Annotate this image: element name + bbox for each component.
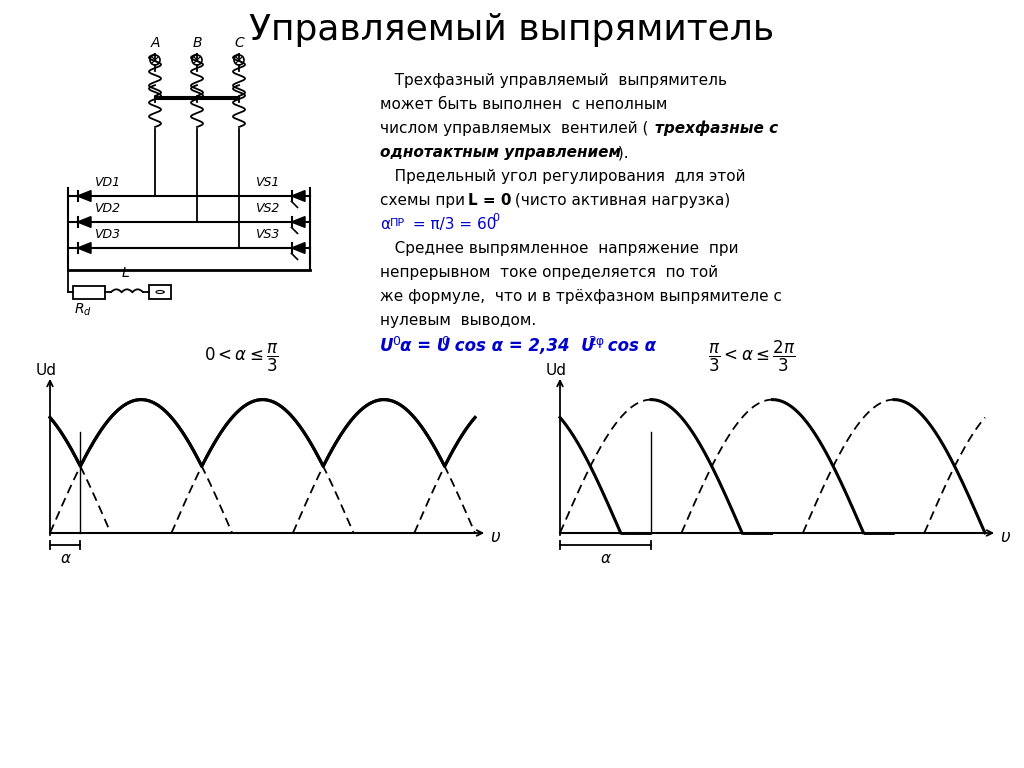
Text: VD3: VD3	[94, 228, 120, 241]
Text: $0 < \alpha \leq \dfrac{\pi}{3}$: $0 < \alpha \leq \dfrac{\pi}{3}$	[204, 342, 279, 374]
Text: ПР: ПР	[390, 218, 406, 228]
Polygon shape	[292, 190, 305, 201]
Text: однотактным управлением: однотактным управлением	[380, 145, 621, 160]
Polygon shape	[78, 190, 91, 201]
Text: Трехфазный управляемый  выпрямитель: Трехфазный управляемый выпрямитель	[380, 73, 727, 88]
Text: непрерывном  токе определяется  по той: непрерывном токе определяется по той	[380, 265, 718, 280]
Text: A: A	[151, 36, 160, 50]
Polygon shape	[78, 243, 91, 253]
Text: же формуле,  что и в трёхфазном выпрямителе с: же формуле, что и в трёхфазном выпрямите…	[380, 289, 782, 304]
Text: 0: 0	[392, 335, 400, 348]
Text: нулевым  выводом.: нулевым выводом.	[380, 313, 537, 328]
Text: 0: 0	[492, 213, 499, 223]
Text: числом управляемых  вентилей (: числом управляемых вентилей (	[380, 121, 648, 136]
Text: C: C	[234, 36, 244, 50]
Text: L: L	[121, 266, 129, 280]
Bar	[150, 285, 171, 299]
Text: cos α: cos α	[602, 337, 656, 355]
Text: α = U: α = U	[400, 337, 451, 355]
Text: Управляемый выпрямитель: Управляемый выпрямитель	[250, 13, 774, 47]
Text: α: α	[380, 217, 390, 232]
Text: υ: υ	[490, 528, 500, 546]
Polygon shape	[78, 217, 91, 227]
Text: Среднее выпрямленное  напряжение  при: Среднее выпрямленное напряжение при	[380, 241, 738, 256]
Text: α: α	[600, 551, 610, 566]
Text: Ud: Ud	[546, 363, 567, 378]
Text: Предельный угол регулирования  для этой: Предельный угол регулирования для этой	[380, 169, 745, 184]
Text: = π/3 = 60: = π/3 = 60	[408, 217, 497, 232]
Polygon shape	[292, 217, 305, 227]
Text: U: U	[380, 337, 393, 355]
Text: L = 0: L = 0	[468, 193, 512, 208]
Text: VD1: VD1	[94, 176, 120, 189]
Text: трехфазные с: трехфазные с	[655, 121, 778, 137]
Text: $R_d$: $R_d$	[74, 302, 92, 319]
Text: (чисто активная нагрузка): (чисто активная нагрузка)	[510, 193, 730, 208]
Text: схемы при: схемы при	[380, 193, 470, 208]
Text: VS2: VS2	[255, 202, 280, 215]
Polygon shape	[292, 243, 305, 253]
Text: 2φ: 2φ	[588, 335, 604, 348]
Text: ).: ).	[613, 145, 629, 160]
Text: может быть выполнен  с неполным: может быть выполнен с неполным	[380, 97, 668, 112]
Bar	[73, 286, 105, 299]
Text: VS3: VS3	[255, 228, 280, 241]
Text: cos α = 2,34  U: cos α = 2,34 U	[449, 337, 595, 355]
Text: 0: 0	[441, 335, 449, 348]
Text: υ: υ	[1000, 528, 1010, 546]
Text: $\dfrac{\pi}{3} < \alpha \leq \dfrac{2\pi}{3}$: $\dfrac{\pi}{3} < \alpha \leq \dfrac{2\p…	[708, 339, 795, 374]
Text: Ud: Ud	[36, 363, 57, 378]
Text: VD2: VD2	[94, 202, 120, 215]
Text: B: B	[193, 36, 202, 50]
Text: VS1: VS1	[255, 176, 280, 189]
Text: α: α	[60, 551, 71, 566]
